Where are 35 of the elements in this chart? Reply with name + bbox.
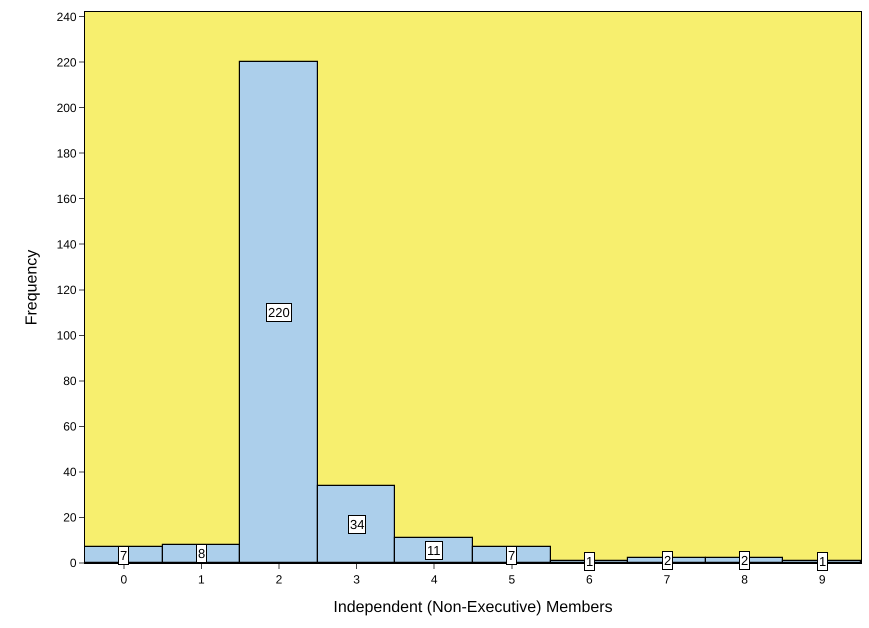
y-tick-label: 20 [63, 510, 77, 525]
y-tick-label: 40 [63, 465, 77, 480]
x-tick-label: 3 [353, 572, 360, 586]
y-axis-title: Frequency [23, 250, 40, 326]
data-label: 7 [120, 548, 128, 563]
x-axis-title: Independent (Non-Executive) Members [333, 599, 613, 616]
data-label: 8 [198, 546, 206, 561]
y-tick-label: 140 [56, 237, 77, 252]
x-tick-label: 1 [198, 572, 206, 586]
y-tick-label: 100 [56, 328, 77, 343]
x-tick-label: 6 [586, 572, 594, 586]
y-tick-label: 0 [70, 556, 77, 570]
y-tick-label: 60 [63, 420, 77, 434]
data-label: 220 [268, 305, 290, 320]
x-tick-label: 0 [120, 572, 128, 586]
x-tick-label: 8 [741, 572, 748, 586]
y-tick-label: 180 [56, 146, 77, 160]
data-label: 1 [586, 554, 594, 569]
data-label: 2 [741, 553, 748, 568]
x-tick-label: 4 [430, 572, 438, 586]
x-tick-label: 9 [818, 572, 826, 586]
x-tick-label: 5 [508, 572, 516, 586]
x-tick-label: 7 [664, 572, 671, 586]
data-label: 11 [427, 543, 440, 558]
data-label: 1 [819, 554, 826, 569]
y-tick-label: 220 [56, 55, 77, 70]
y-tick-label: 160 [56, 192, 77, 206]
y-tick-label: 240 [56, 10, 77, 24]
y-tick-label: 120 [56, 282, 77, 297]
data-label: 34 [350, 517, 364, 532]
y-tick-label: 200 [56, 100, 77, 115]
data-label: 7 [508, 548, 516, 563]
data-label: 2 [664, 553, 672, 568]
x-tick-label: 2 [276, 572, 283, 586]
y-tick-label: 80 [63, 374, 77, 388]
